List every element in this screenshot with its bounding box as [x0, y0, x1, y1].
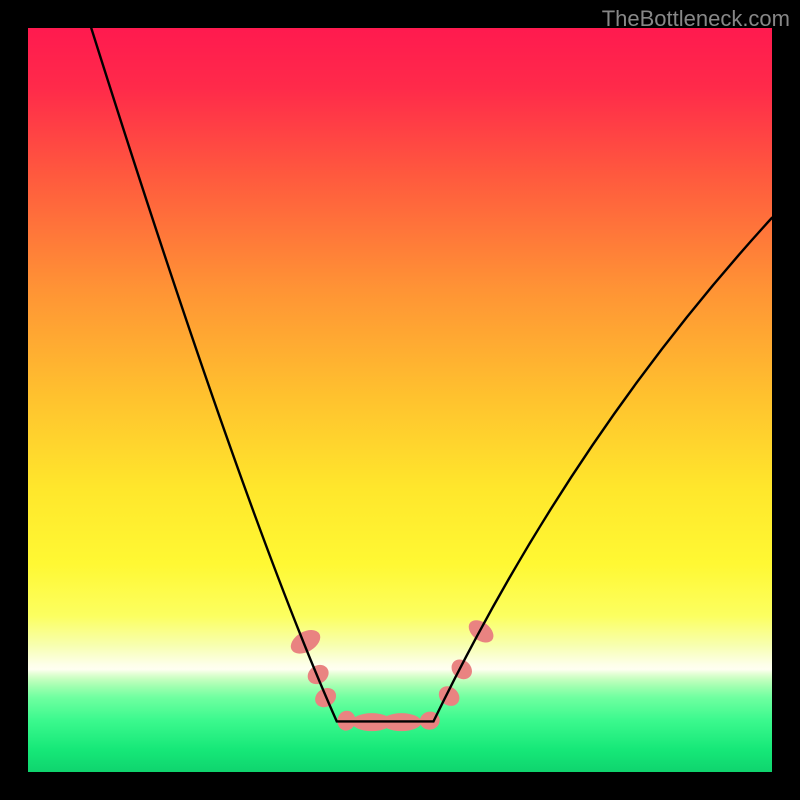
- curve-marker: [448, 655, 476, 683]
- bottleneck-curve: [91, 28, 772, 721]
- curve-layer: [28, 28, 772, 772]
- watermark-text: TheBottleneck.com: [602, 6, 790, 32]
- curve-marker: [465, 616, 498, 647]
- plot-area: [28, 28, 772, 772]
- curve-marker: [287, 625, 325, 658]
- curve-marker: [304, 661, 332, 688]
- curve-marker: [435, 682, 463, 710]
- chart-container: TheBottleneck.com: [0, 0, 800, 800]
